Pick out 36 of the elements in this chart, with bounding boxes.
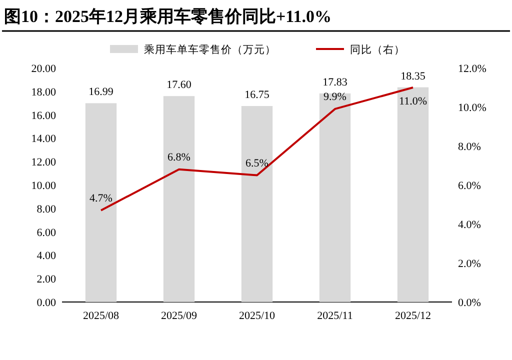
data-label: 4.7%	[90, 192, 112, 204]
y-tick-label: 10.00	[31, 180, 56, 192]
data-label: 11.0%	[398, 96, 428, 108]
x-tick-label: 2025/08	[82, 310, 120, 322]
x-tick-label: 2025/10	[238, 310, 276, 322]
data-label: 9.9%	[324, 90, 346, 103]
y-tick-label: 16.00	[31, 110, 56, 122]
y-tick-label: 14.00	[31, 133, 56, 146]
y2-tick-label: 8.0%	[458, 141, 481, 153]
y-tick-label: 0.00	[36, 297, 56, 309]
y2-tick-label: 0.0%	[458, 297, 481, 309]
y-tick-label: 6.00	[36, 226, 56, 239]
y2-tick-label: 10.0%	[458, 102, 486, 114]
legend-label: 同比（右）	[350, 43, 405, 56]
y-tick-label: 12.00	[31, 156, 56, 169]
x-tick-label: 2025/12	[394, 310, 432, 322]
data-label: 16.75	[244, 89, 270, 102]
y2-tick-label: 4.0%	[458, 219, 481, 231]
legend-label: 乘用车单车零售价（万元）	[144, 43, 276, 56]
y-tick-label: 2.00	[36, 274, 56, 286]
y2-tick-label: 12.0%	[458, 63, 486, 75]
y-tick-label: 8.00	[36, 203, 56, 216]
data-label: 18.35	[400, 70, 426, 82]
y2-tick-label: 2.0%	[458, 258, 481, 270]
y-tick-label: 4.00	[36, 250, 56, 262]
data-label: 17.60	[166, 79, 192, 92]
data-label: 6.5%	[246, 157, 268, 170]
chart-title: 图10：2025年12月乘用车零售价同比+11.0%	[4, 7, 332, 26]
y-tick-label: 20.00	[31, 63, 56, 75]
data-label: 17.83	[322, 76, 348, 88]
data-label: 16.99	[88, 86, 114, 98]
data-label: 6.8%	[168, 151, 190, 164]
x-tick-label: 2025/11	[317, 310, 353, 322]
y-tick-label: 18.00	[31, 86, 56, 98]
y2-tick-label: 6.0%	[458, 180, 481, 192]
x-tick-label: 2025/09	[160, 310, 198, 322]
